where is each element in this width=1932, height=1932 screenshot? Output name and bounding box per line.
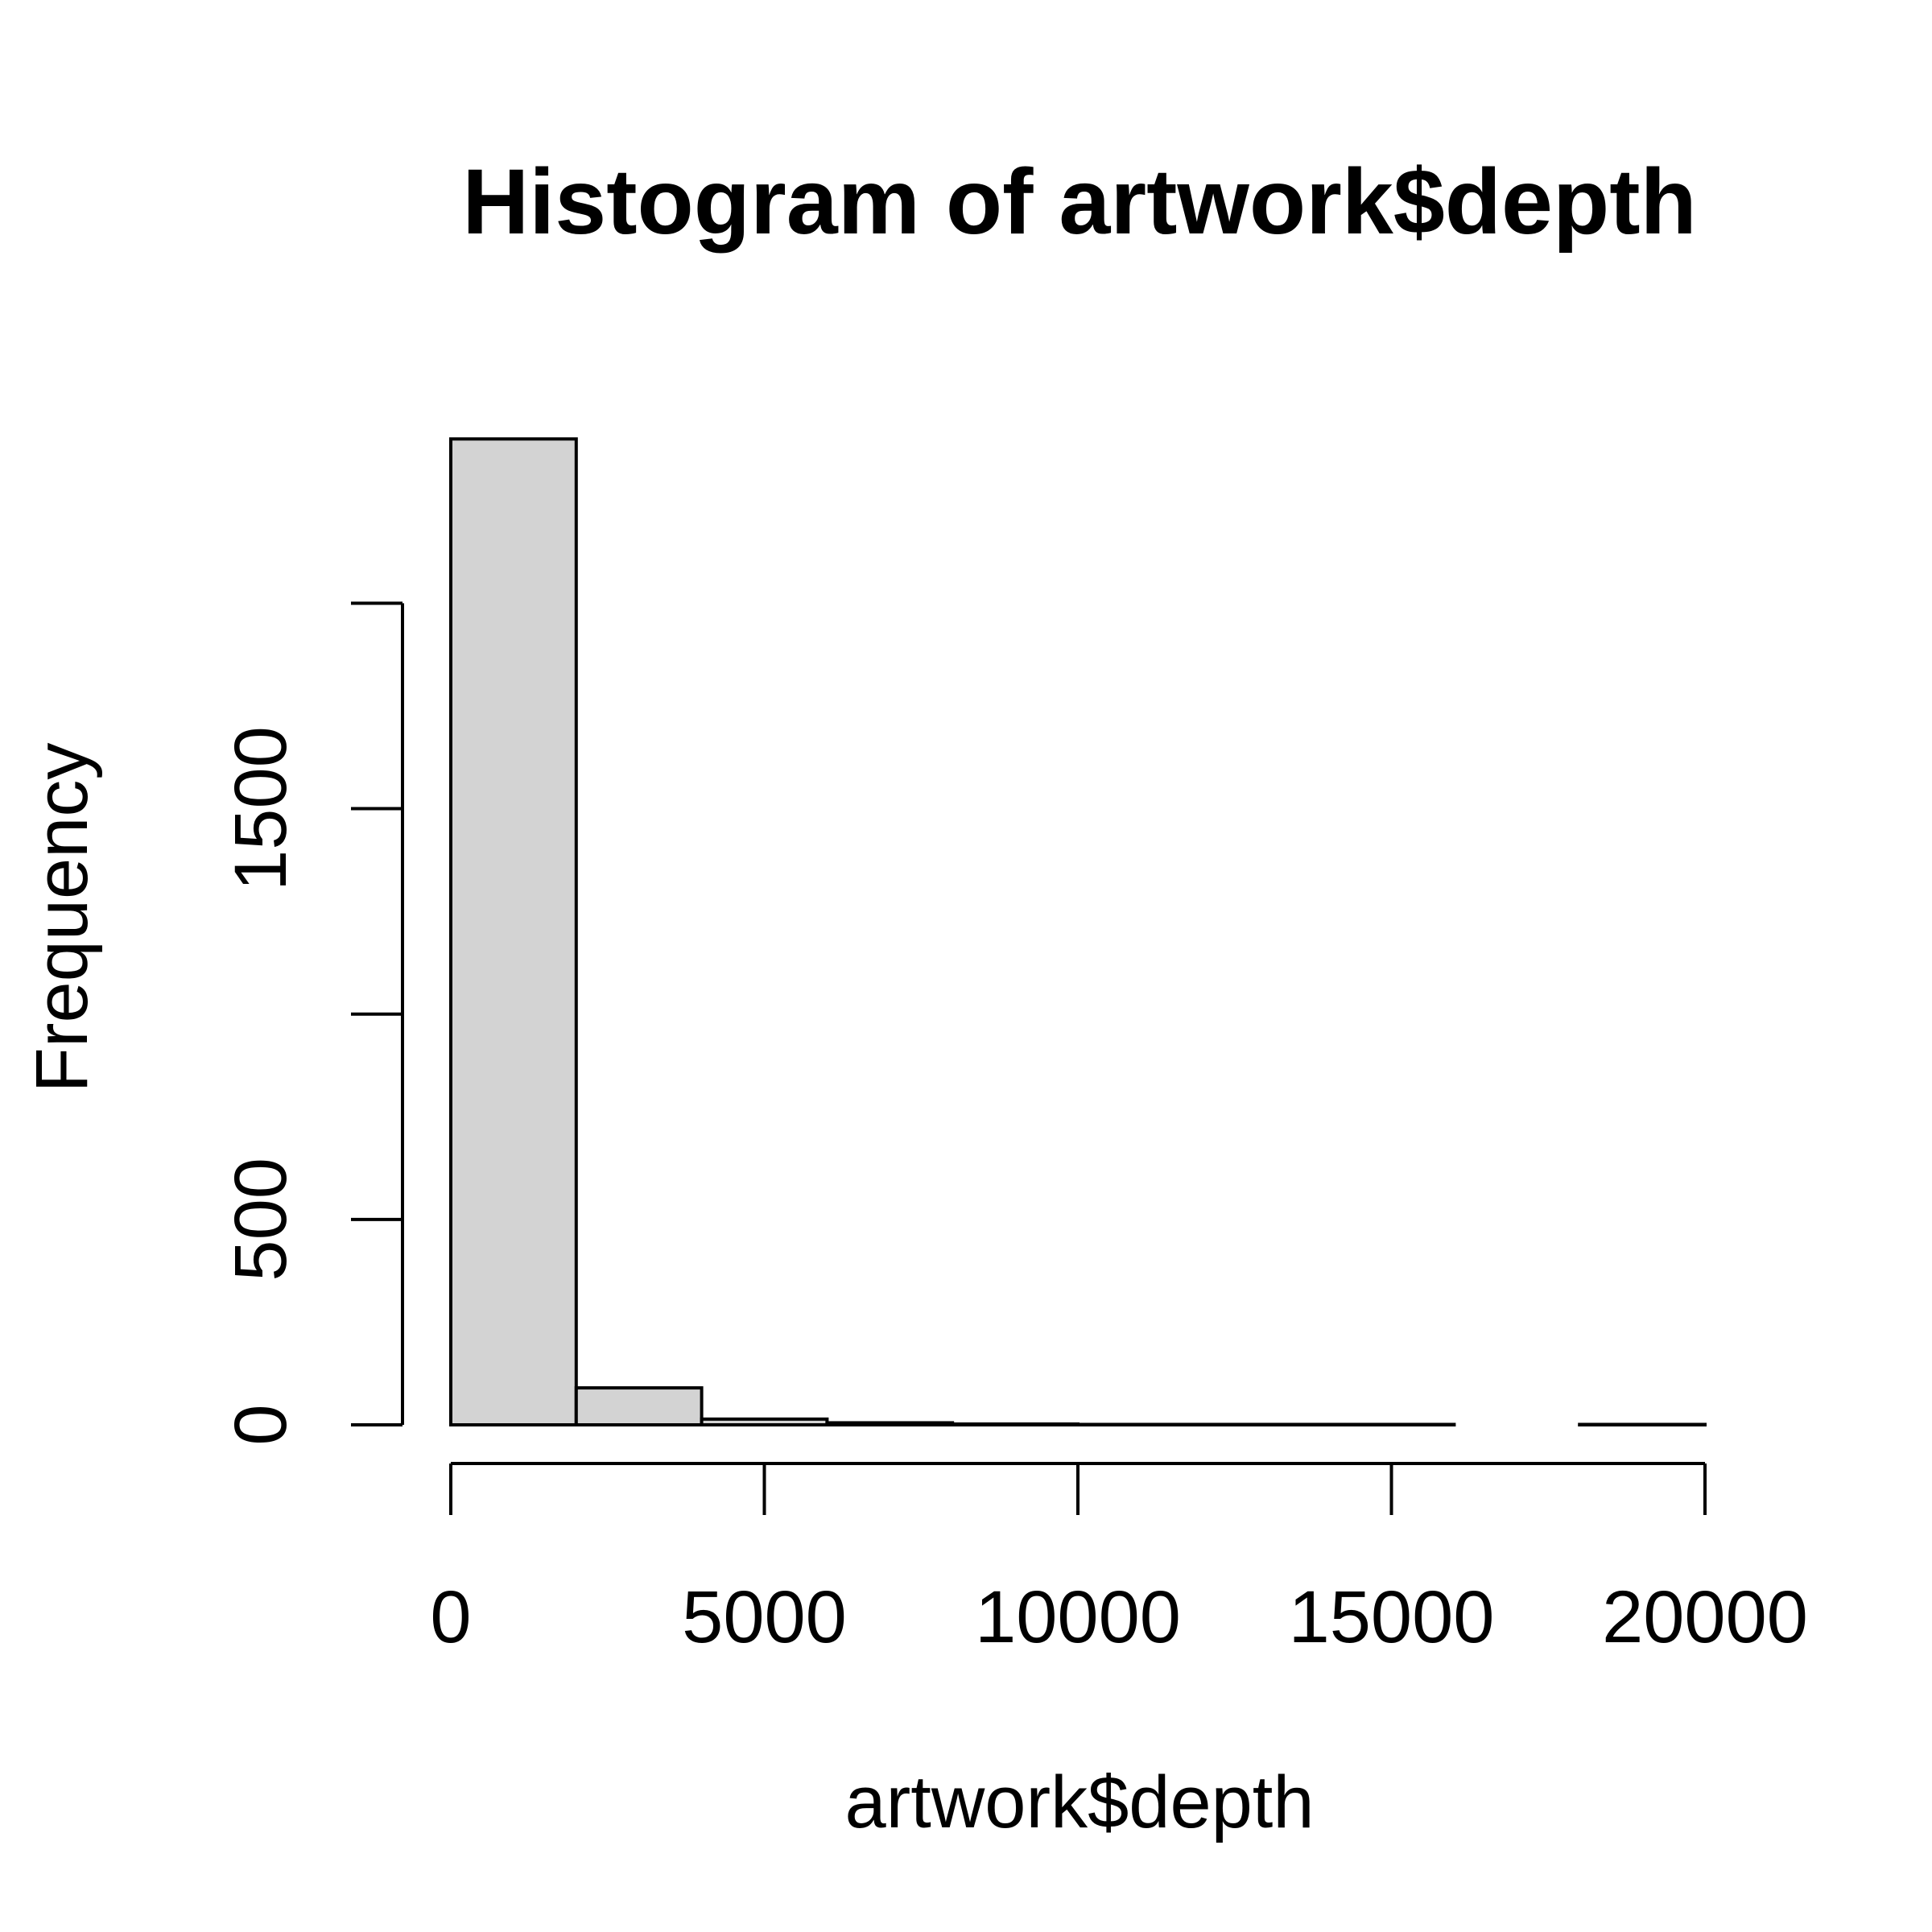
bars-group	[449, 437, 1707, 1427]
histogram-bar	[1327, 1422, 1456, 1427]
histogram-bar	[1578, 1422, 1707, 1427]
histogram-bar	[574, 1386, 704, 1426]
y-tick-label: 500	[220, 1158, 302, 1282]
histogram-bar	[1201, 1422, 1331, 1427]
histogram-bar	[449, 437, 578, 1426]
x-tick-label: 10000	[975, 1576, 1181, 1658]
histogram-bar	[1076, 1422, 1205, 1427]
y-axis: 0 500 1500	[220, 601, 404, 1446]
y-axis-label: Frequency	[21, 743, 103, 1093]
histogram-bar	[951, 1422, 1080, 1426]
x-tick-label: 5000	[682, 1576, 847, 1658]
x-tick-label: 0	[430, 1576, 471, 1658]
y-tick-label: 1500	[220, 726, 302, 891]
chart-title: Histogram of artwork$depth	[462, 151, 1697, 254]
x-axis-label: artwork$depth	[845, 1761, 1315, 1843]
x-tick-label: 15000	[1289, 1576, 1495, 1658]
x-tick-label: 20000	[1602, 1576, 1808, 1658]
histogram-bar	[700, 1417, 829, 1427]
x-axis: 0 5000 10000 15000 20000	[430, 1462, 1808, 1658]
histogram-bar	[825, 1421, 955, 1426]
y-tick-label: 0	[220, 1404, 302, 1445]
